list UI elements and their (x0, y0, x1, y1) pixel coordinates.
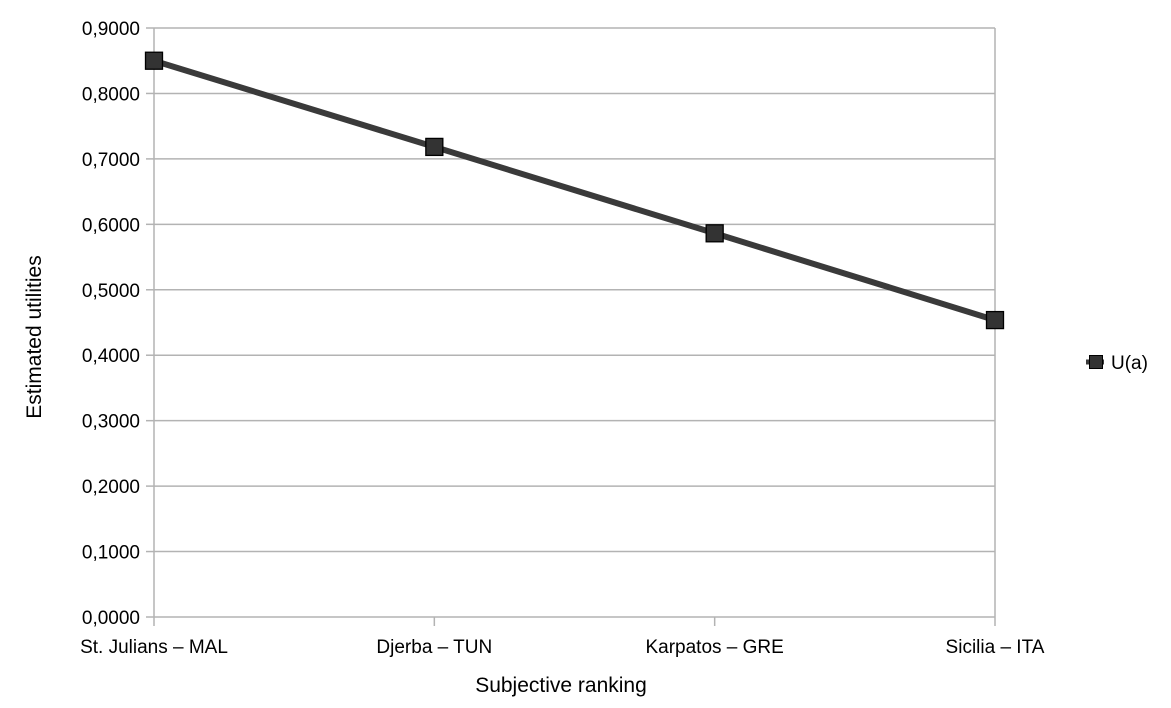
x-tick-label: Djerba – TUN (376, 637, 492, 658)
y-tick-label: 0,5000 (82, 281, 140, 302)
series-u-a (144, 51, 1005, 330)
x-tick-label: Sicilia – ITA (946, 637, 1045, 658)
y-tick-label: 0,7000 (82, 150, 140, 171)
grid-lines (154, 27, 995, 618)
axes (146, 27, 996, 626)
y-tick-label: 0,4000 (82, 346, 140, 367)
y-tick-label: 0,2000 (82, 477, 140, 498)
y-tick-label: 0,1000 (82, 543, 140, 564)
data-point-marker (985, 310, 1005, 330)
series-line (153, 57, 996, 323)
y-tick-labels: 0,0000 0,1000 0,2000 0,3000 0,4000 0,5000 0,60… (82, 19, 140, 629)
y-tick-label: 0,8000 (82, 84, 140, 105)
data-point-marker (144, 51, 164, 70)
x-tick-label: St. Julians – MAL (80, 637, 228, 658)
legend: U(a) (1086, 353, 1148, 374)
x-axis-title: Subjective ranking (475, 674, 647, 697)
legend-label: U(a) (1111, 353, 1148, 374)
data-point-marker (425, 137, 444, 157)
x-tick-label: Karpatos – GRE (645, 637, 783, 658)
y-tick-label: 0,0000 (82, 608, 140, 629)
y-tick-label: 0,3000 (82, 412, 140, 433)
legend-marker-swatch (1089, 355, 1103, 369)
x-tick-labels: St. Julians – MAL Djerba – TUN Karpatos – … (80, 637, 1045, 658)
data-point-marker (705, 224, 724, 243)
y-axis-title: Estimated utilities (23, 255, 46, 418)
y-tick-label: 0,9000 (82, 19, 140, 40)
y-tick-label: 0,6000 (82, 215, 140, 236)
